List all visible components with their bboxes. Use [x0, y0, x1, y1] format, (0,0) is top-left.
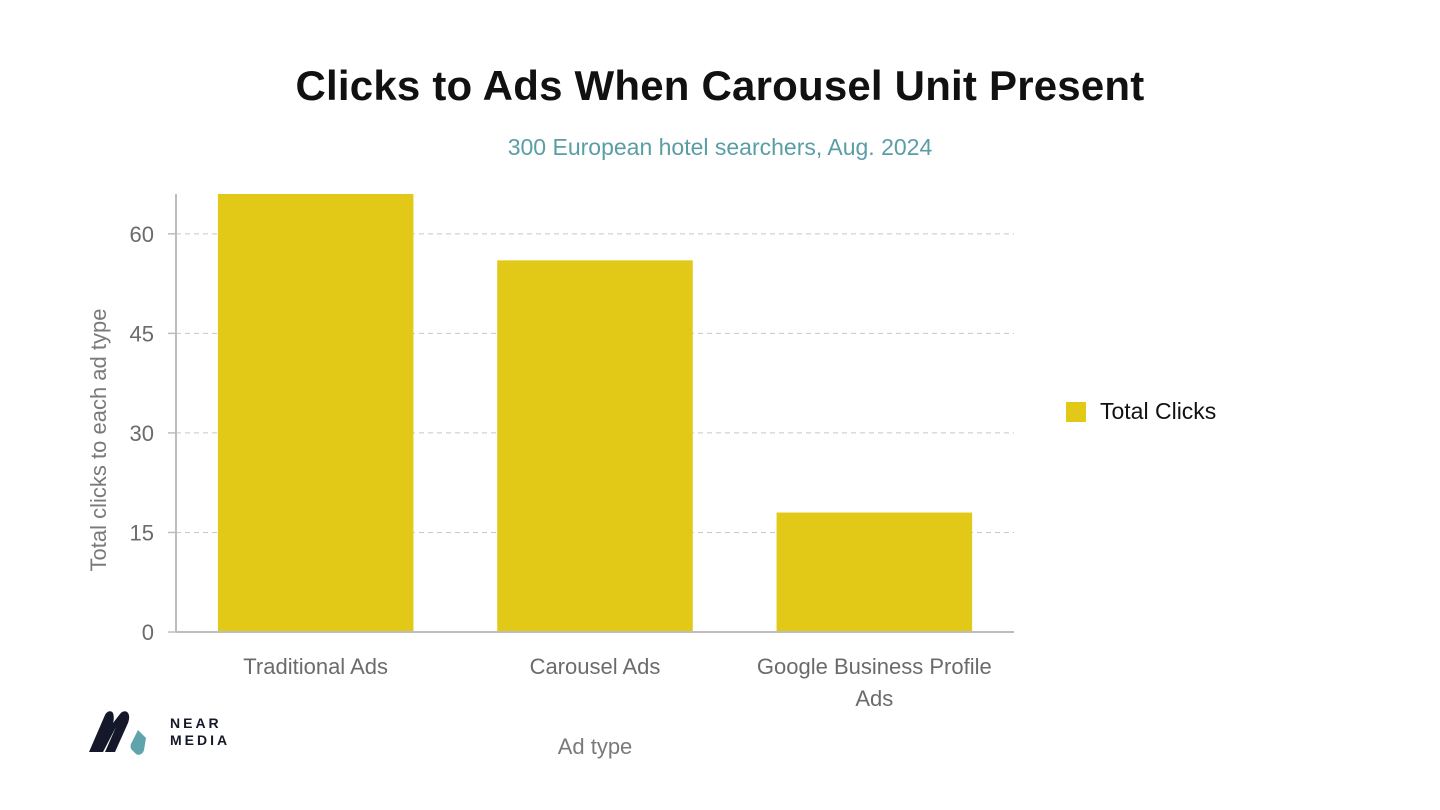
legend: Total Clicks [1066, 398, 1216, 425]
y-tick-label: 45 [130, 321, 154, 346]
x-tick-labels: Traditional Ads Carousel Ads Google Busine… [243, 654, 991, 711]
x-axis-title: Ad type [558, 734, 633, 759]
y-axis-title: Total clicks to each ad type [86, 309, 111, 572]
logo-line-1: NEAR [170, 715, 222, 731]
x-tick-label: Google Business Profile Ads [757, 654, 992, 711]
bar [217, 194, 414, 632]
logo-line-2: MEDIA [170, 732, 231, 748]
y-tick-labels: 0 15 30 45 60 [130, 222, 176, 645]
bar [497, 260, 693, 632]
chart-title: Clicks to Ads When Carousel Unit Present [295, 62, 1145, 109]
y-tick-label: 0 [142, 620, 154, 645]
near-media-logo-text: NEAR MEDIA [170, 715, 230, 749]
bar [776, 512, 973, 632]
axes [175, 194, 1014, 633]
chart-subtitle: 300 European hotel searchers, Aug. 2024 [507, 134, 933, 160]
bars [217, 194, 973, 632]
legend-label: Total Clicks [1100, 398, 1217, 424]
near-media-logo: NEAR MEDIA [88, 708, 230, 756]
y-tick-label: 60 [130, 222, 154, 247]
near-media-logo-mark [89, 711, 146, 755]
legend-swatch [1066, 401, 1086, 422]
y-tick-label: 15 [130, 520, 154, 545]
x-tick-label: Traditional Ads [243, 654, 388, 679]
x-tick-label: Carousel Ads [530, 654, 661, 679]
y-tick-label: 30 [130, 421, 154, 446]
